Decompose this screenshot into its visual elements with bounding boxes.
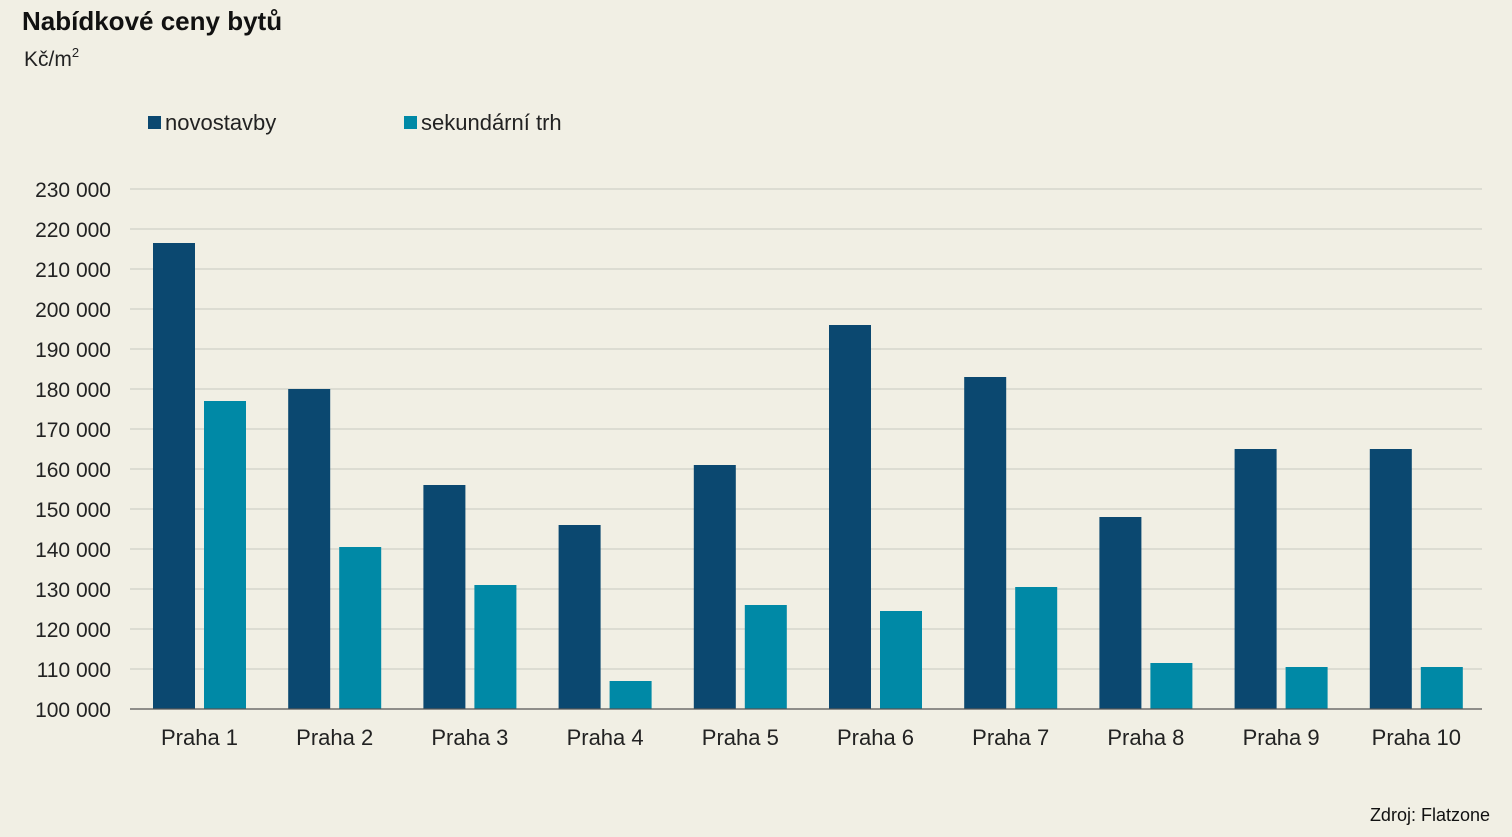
bar-novostavby-praha-1 (153, 243, 195, 709)
x-tick-label: Praha 1 (161, 725, 238, 750)
y-tick-label: 170 000 (35, 419, 111, 442)
x-tick-label: Praha 2 (296, 725, 373, 750)
unit-label: Kč/m2 (24, 45, 80, 72)
bar-sekundarni-trh-praha-3 (474, 585, 517, 709)
bar-sekundarni-trh-praha-5 (744, 605, 787, 709)
bar-sekundarni-trh-praha-4 (609, 681, 652, 709)
y-tick-label: 140 000 (35, 539, 111, 562)
legend-item-sekundarni-trh: sekundární trh (404, 110, 562, 136)
x-tick-label: Praha 8 (1107, 725, 1184, 750)
legend-label-sekundarni-trh: sekundární trh (421, 110, 562, 135)
bar-novostavby-praha-10 (1369, 449, 1412, 709)
y-tick-label: 230 000 (35, 179, 111, 202)
y-tick-label: 210 000 (35, 259, 111, 282)
bar-novostavby-praha-6 (829, 325, 871, 709)
legend-item-novostavby: novostavby (148, 110, 276, 136)
bar-sekundarni-trh-praha-8 (1150, 663, 1193, 709)
unit-base: Kč/m (24, 48, 72, 71)
x-tick-label: Praha 5 (702, 725, 779, 750)
legend-swatch-sekundarni-trh (404, 116, 417, 129)
legend-label-novostavby: novostavby (165, 110, 277, 135)
x-tick-label: Praha 9 (1243, 725, 1320, 750)
y-tick-label: 100 000 (35, 699, 111, 722)
bar-novostavby-praha-3 (423, 485, 466, 709)
y-tick-label: 120 000 (35, 619, 111, 642)
y-tick-label: 150 000 (35, 499, 111, 522)
bar-sekundarni-trh-praha-9 (1285, 667, 1328, 709)
y-tick-label: 130 000 (35, 579, 111, 602)
bar-novostavby-praha-7 (964, 377, 1007, 709)
x-tick-label: Praha 4 (567, 725, 644, 750)
bar-sekundarni-trh-praha-2 (339, 547, 382, 709)
unit-exponent: 2 (71, 45, 80, 60)
x-tick-label: Praha 6 (837, 725, 914, 750)
bar-novostavby-praha-8 (1099, 517, 1142, 709)
x-tick-label: Praha 10 (1372, 725, 1461, 750)
x-tick-label: Praha 7 (972, 725, 1049, 750)
y-tick-label: 160 000 (35, 459, 111, 482)
bar-sekundarni-trh-praha-7 (1015, 587, 1058, 709)
bar-sekundarni-trh-praha-6 (880, 611, 922, 709)
bar-novostavby-praha-5 (693, 465, 736, 709)
chart-title: Nabídkové ceny bytů (22, 6, 283, 36)
legend-swatch-novostavby (148, 116, 161, 129)
x-tick-label: Praha 3 (431, 725, 508, 750)
y-tick-label: 220 000 (35, 219, 111, 242)
y-tick-label: 190 000 (35, 339, 111, 362)
bar-novostavby-praha-4 (558, 525, 601, 709)
y-tick-label: 200 000 (35, 299, 111, 322)
bar-novostavby-praha-9 (1234, 449, 1277, 709)
y-tick-label: 110 000 (37, 659, 111, 682)
source-note: Zdroj: Flatzone (1369, 805, 1490, 825)
y-tick-label: 180 000 (35, 379, 111, 402)
bar-sekundarni-trh-praha-1 (204, 401, 246, 709)
bar-sekundarni-trh-praha-10 (1420, 667, 1463, 709)
bar-novostavby-praha-2 (288, 389, 331, 709)
